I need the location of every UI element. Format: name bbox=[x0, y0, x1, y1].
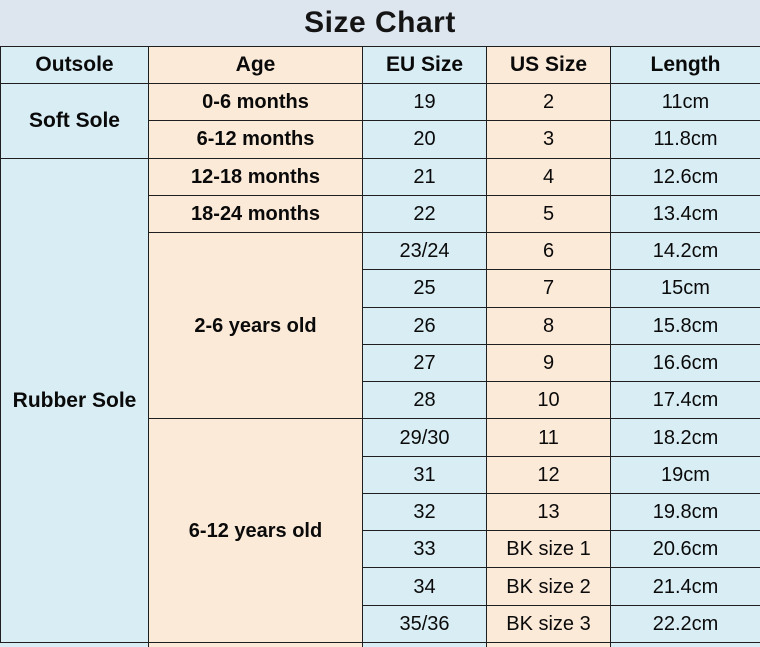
cell-age: 0-6 months bbox=[148, 82, 363, 122]
cell-length: 22.2cm bbox=[610, 604, 760, 644]
cell-us-size: 3 bbox=[486, 120, 611, 159]
cell-eu-size: 29/30 bbox=[362, 418, 487, 457]
cell-age: 12-18 months bbox=[148, 157, 363, 196]
size-chart-table: Outsole Age EU Size US Size Length Soft Sole… bbox=[0, 46, 760, 644]
cell-us-size: BK size 2 bbox=[486, 567, 611, 606]
cell-age: 2-6 years old bbox=[148, 232, 363, 420]
header-row: Outsole Age EU Size US Size Length bbox=[0, 46, 760, 84]
cell-eu-size: 34 bbox=[362, 567, 487, 606]
table-row: 6-12 years old 29/30 11 18.2cm bbox=[1, 418, 760, 643]
table-row: 25 7 15cm bbox=[1, 269, 760, 308]
cell-us-size: 13 bbox=[486, 492, 611, 532]
column-header-age: Age bbox=[148, 46, 363, 84]
cell-us-size: 4 bbox=[486, 157, 611, 196]
table-row: 28 10 17.4cm bbox=[1, 381, 760, 420]
cell-length: 11cm bbox=[610, 82, 760, 122]
cell-outsole: Soft Sole bbox=[0, 83, 149, 159]
cell-eu-size: 19 bbox=[362, 82, 487, 122]
cell-age: 18-24 months bbox=[148, 194, 363, 234]
cell-eu-size: 20 bbox=[362, 120, 487, 159]
cell-length: 19cm bbox=[610, 455, 760, 494]
table-row: 6-12 months 20 3 11.8cm bbox=[1, 120, 760, 159]
strip-segment bbox=[362, 643, 486, 647]
cell-length: 15cm bbox=[610, 269, 760, 308]
cell-eu-size: 27 bbox=[362, 343, 487, 383]
table-row: 33 BK size 1 20.6cm bbox=[1, 530, 760, 569]
column-header-us-size: US Size bbox=[486, 46, 611, 84]
cell-length: 14.2cm bbox=[610, 232, 760, 271]
cell-age: 6-12 years old bbox=[148, 418, 363, 643]
table-row: 35/36 BK size 3 22.2cm bbox=[1, 604, 760, 644]
cell-us-size: BK size 1 bbox=[486, 530, 611, 569]
cell-length: 16.6cm bbox=[610, 343, 760, 383]
cell-eu-size: 23/24 bbox=[362, 232, 487, 271]
cell-length: 11.8cm bbox=[610, 120, 760, 159]
bottom-crop-strip bbox=[0, 643, 760, 647]
cell-eu-size: 22 bbox=[362, 194, 487, 234]
cell-eu-size: 33 bbox=[362, 530, 487, 569]
cell-us-size: 6 bbox=[486, 232, 611, 271]
cell-us-size: 11 bbox=[486, 418, 611, 457]
table-row: 26 8 15.8cm bbox=[1, 306, 760, 345]
cell-length: 12.6cm bbox=[610, 157, 760, 196]
table-row: 32 13 19.8cm bbox=[1, 492, 760, 532]
cell-age: 6-12 months bbox=[148, 120, 363, 159]
cell-length: 17.4cm bbox=[610, 381, 760, 420]
table-row: 27 9 16.6cm bbox=[1, 343, 760, 383]
strip-segment bbox=[610, 643, 760, 647]
table-row: 34 BK size 2 21.4cm bbox=[1, 567, 760, 606]
column-header-length: Length bbox=[610, 46, 760, 84]
cell-length: 15.8cm bbox=[610, 306, 760, 345]
page-title: Size Chart bbox=[304, 6, 456, 39]
cell-eu-size: 25 bbox=[362, 269, 487, 308]
cell-length: 20.6cm bbox=[610, 530, 760, 569]
cell-eu-size: 21 bbox=[362, 157, 487, 196]
table-row: Rubber Sole 12-18 months 21 4 12.6cm bbox=[0, 157, 760, 644]
cell-eu-size: 28 bbox=[362, 381, 487, 420]
cell-eu-size: 31 bbox=[362, 455, 487, 494]
column-header-outsole: Outsole bbox=[0, 46, 149, 84]
table-row: 18-24 months 22 5 13.4cm bbox=[1, 194, 760, 234]
cell-length: 21.4cm bbox=[610, 567, 760, 606]
cell-length: 19.8cm bbox=[610, 492, 760, 532]
table-row: Soft Sole 0-6 months 19 2 11cm bbox=[0, 82, 760, 159]
cell-us-size: 10 bbox=[486, 381, 611, 420]
strip-segment bbox=[0, 643, 148, 647]
cell-us-size: 2 bbox=[486, 82, 611, 122]
cell-us-size: 9 bbox=[486, 343, 611, 383]
chart-title-band: Size Chart bbox=[0, 0, 760, 46]
cell-us-size: 5 bbox=[486, 194, 611, 234]
strip-segment bbox=[486, 643, 610, 647]
cell-us-size: 7 bbox=[486, 269, 611, 308]
cell-us-size: BK size 3 bbox=[486, 604, 611, 644]
cell-us-size: 8 bbox=[486, 306, 611, 345]
cell-us-size: 12 bbox=[486, 455, 611, 494]
cell-eu-size: 26 bbox=[362, 306, 487, 345]
cell-length: 13.4cm bbox=[610, 194, 760, 234]
strip-segment bbox=[148, 643, 362, 647]
cell-length: 18.2cm bbox=[610, 418, 760, 457]
column-header-eu-size: EU Size bbox=[362, 46, 487, 84]
cell-eu-size: 35/36 bbox=[362, 604, 487, 644]
table-row: 2-6 years old 23/24 6 14.2cm bbox=[1, 232, 760, 420]
cell-eu-size: 32 bbox=[362, 492, 487, 532]
cell-outsole: Rubber Sole bbox=[0, 157, 149, 644]
